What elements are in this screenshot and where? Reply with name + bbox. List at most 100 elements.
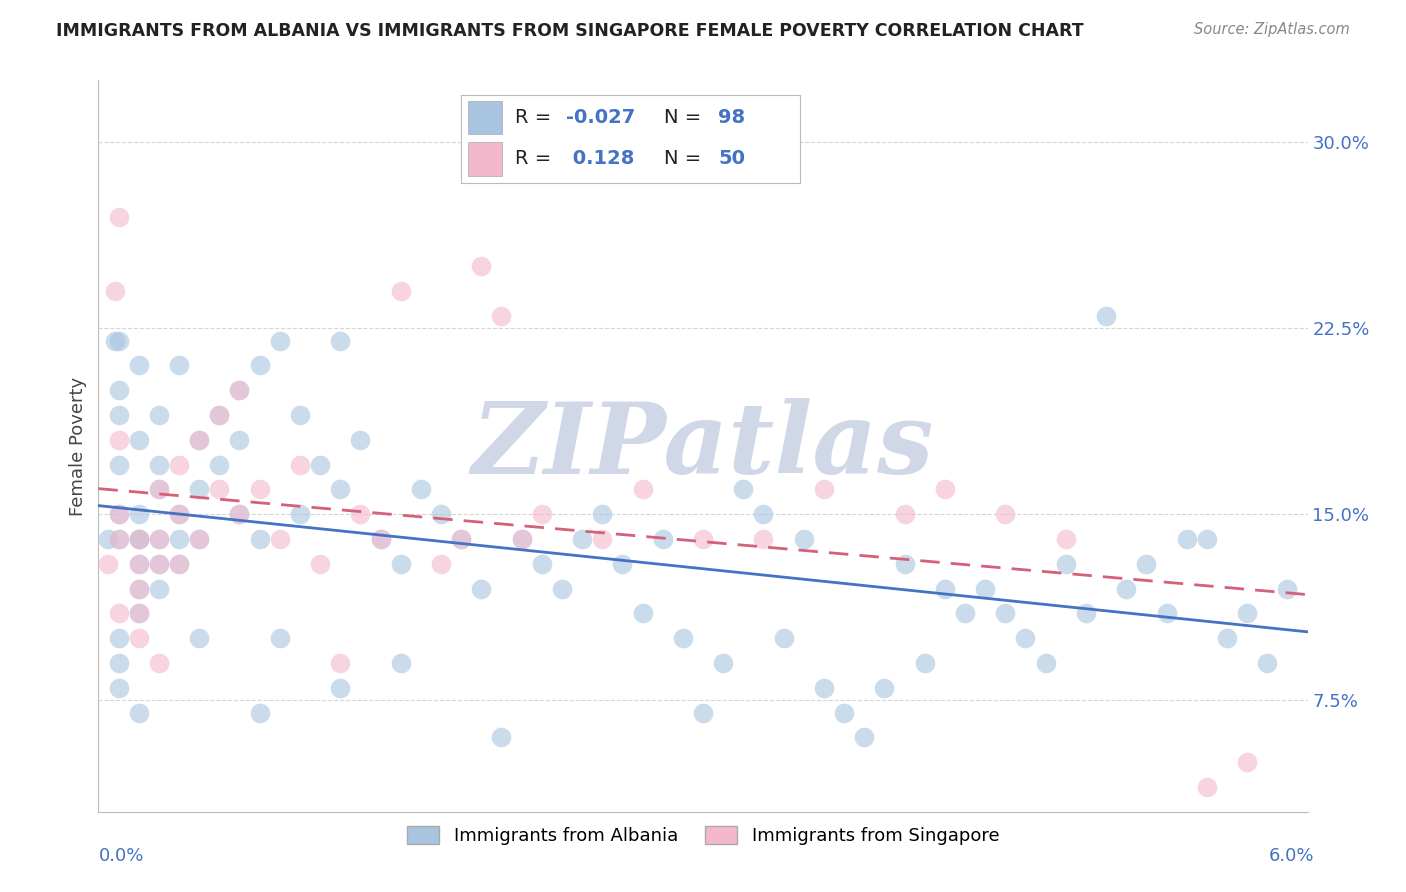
Point [873,681,896,695]
Point [934,582,956,596]
Point [128,532,150,546]
Point [107,383,129,397]
Point [103,334,125,348]
Point [208,483,231,497]
Point [148,656,170,670]
Point [167,507,190,521]
Point [1216,631,1239,645]
Point [370,532,392,546]
Point [832,706,855,720]
Point [1095,309,1118,323]
Point [692,532,714,546]
Point [692,706,714,720]
Point [772,631,794,645]
Point [128,631,150,645]
Point [167,532,190,546]
Point [450,532,472,546]
Point [551,582,574,596]
Point [107,458,129,472]
Point [103,284,125,298]
Point [793,532,815,546]
Point [893,557,915,571]
Point [128,507,150,521]
Point [148,532,170,546]
Point [148,483,170,497]
Point [128,582,150,596]
Point [128,557,150,571]
Point [128,532,150,546]
Point [1054,557,1077,571]
Point [1277,582,1299,596]
Point [269,532,291,546]
Point [1236,607,1258,621]
Point [208,408,231,422]
Point [853,731,876,745]
Point [249,483,271,497]
Point [208,458,231,472]
Point [672,631,695,645]
Point [994,607,1017,621]
Point [491,309,513,323]
Point [167,557,190,571]
Point [530,557,553,571]
Point [530,507,553,521]
Point [733,483,755,497]
Point [1054,532,1077,546]
Point [450,532,472,546]
Point [167,458,190,472]
Point [228,383,250,397]
Point [148,532,170,546]
Point [128,706,150,720]
Point [893,507,915,521]
Point [934,483,956,497]
Point [510,532,533,546]
Point [631,483,654,497]
Point [228,507,250,521]
Point [148,557,170,571]
Point [148,483,170,497]
Point [97,532,120,546]
Point [107,532,129,546]
Point [188,631,211,645]
Point [651,532,673,546]
Point [288,458,311,472]
Point [349,507,371,521]
Point [389,656,412,670]
Point [107,532,129,546]
Text: Source: ZipAtlas.com: Source: ZipAtlas.com [1194,22,1350,37]
Point [107,507,129,521]
Point [409,483,432,497]
Point [470,259,492,273]
Point [349,433,371,447]
Point [1256,656,1278,670]
Point [167,359,190,373]
Point [188,532,211,546]
Point [389,557,412,571]
Point [249,359,271,373]
Point [228,383,250,397]
Point [208,408,231,422]
Point [249,532,271,546]
Point [591,507,613,521]
Point [128,582,150,596]
Point [288,507,311,521]
Point [1236,755,1258,769]
Point [107,334,129,348]
Point [389,284,412,298]
Point [249,706,271,720]
Point [107,607,129,621]
Point [631,607,654,621]
Point [148,582,170,596]
Point [107,656,129,670]
Point [167,507,190,521]
Point [329,483,352,497]
Point [1156,607,1178,621]
Point [994,507,1017,521]
Text: 6.0%: 6.0% [1270,847,1315,865]
Point [430,507,453,521]
Point [953,607,976,621]
Point [1115,582,1137,596]
Point [148,557,170,571]
Point [329,334,352,348]
Point [107,408,129,422]
